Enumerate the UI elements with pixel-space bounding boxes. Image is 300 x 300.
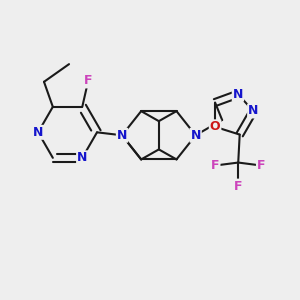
Text: N: N bbox=[248, 104, 259, 118]
Text: O: O bbox=[210, 120, 220, 133]
Text: N: N bbox=[77, 151, 88, 164]
Text: N: N bbox=[190, 129, 201, 142]
Text: F: F bbox=[211, 159, 220, 172]
Text: N: N bbox=[117, 129, 127, 142]
Text: F: F bbox=[234, 180, 242, 193]
Text: N: N bbox=[233, 88, 243, 101]
Text: F: F bbox=[84, 74, 92, 87]
Text: N: N bbox=[33, 126, 43, 139]
Text: F: F bbox=[257, 159, 266, 172]
